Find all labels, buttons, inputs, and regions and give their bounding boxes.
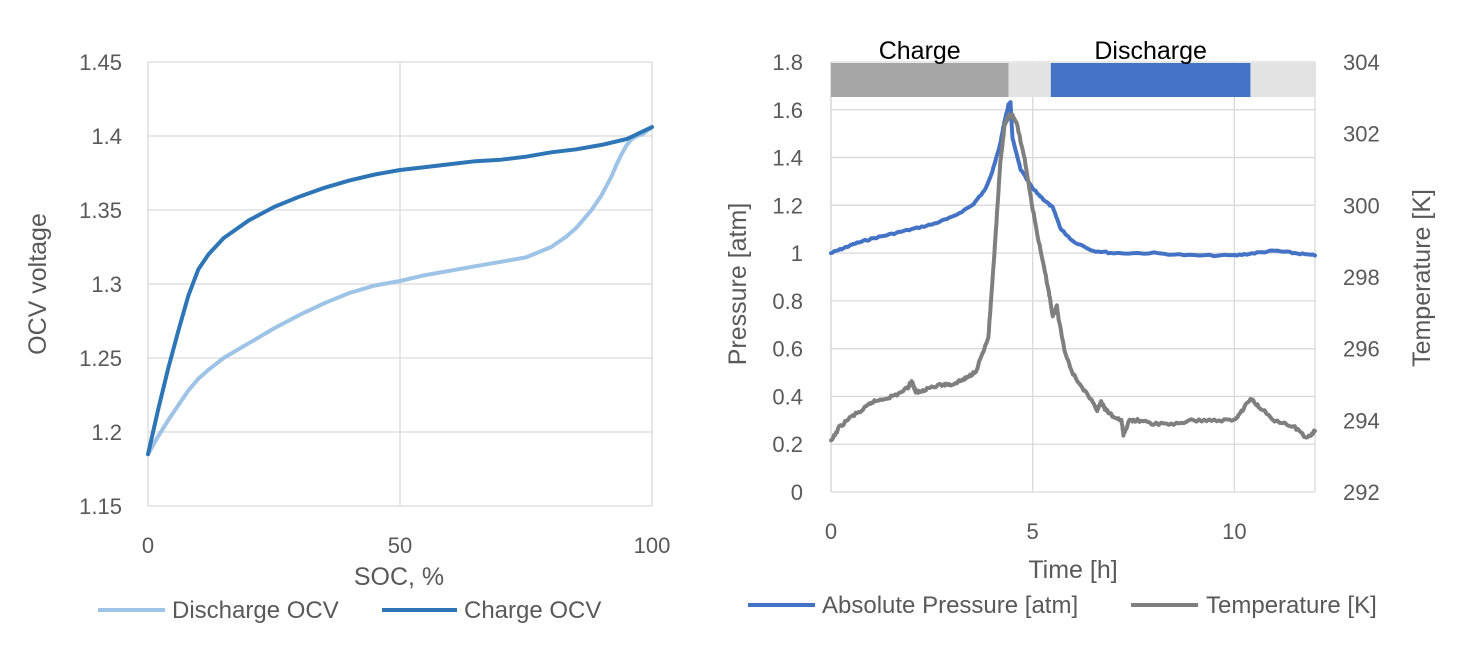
pt-y-tick-1-8: 1.8 (772, 50, 803, 75)
ocv-x-tick-50: 50 (388, 533, 412, 558)
pt-x-tick-5: 5 (1027, 519, 1039, 544)
ocv-x-tick-100: 100 (634, 533, 671, 558)
ocv-series (146, 125, 654, 457)
pt-tick-labels: 0 0.2 0.4 0.6 0.8 1 1.2 1.4 1.6 1.8 292 294 296 298 30… (772, 50, 1379, 544)
ocv-y-tick-1-45: 1.45 (79, 50, 122, 75)
ocv-x-tick-0: 0 (142, 533, 154, 558)
phase-band-idle-3 (1250, 63, 1315, 97)
ocv-y-tick-1-25: 1.25 (79, 346, 122, 371)
pt-grid (830, 61, 1316, 493)
phase-band-idle-1 (1008, 63, 1051, 97)
phase-label-charge: Charge (879, 37, 961, 65)
ocv-y-tick-1-3: 1.3 (91, 272, 122, 297)
ocv-y-tick-1-15: 1.15 (79, 494, 122, 519)
pt-legend: Absolute Pressure [atm] Temperature [K] (748, 592, 1377, 619)
pt-series (829, 100, 1317, 443)
legend-label-charge-ocv: Charge OCV (464, 597, 601, 624)
ocv-y-tick-1-4: 1.4 (91, 124, 122, 149)
ocv-y-tick-1-35: 1.35 (79, 198, 122, 223)
ocv-tick-labels: 1.15 1.2 1.25 1.3 1.35 1.4 1.45 0 50 100 (79, 50, 670, 558)
pt-y-tick-1-6: 1.6 (772, 98, 803, 123)
phase-band-discharge (1050, 63, 1251, 97)
pt-y2-tick-298: 298 (1343, 265, 1380, 290)
pt-y-tick-1: 1 (791, 241, 803, 266)
pt-y2-tick-294: 294 (1343, 408, 1380, 433)
pt-y-tick-0-8: 0.8 (772, 289, 803, 314)
pt-y2-tick-296: 296 (1343, 337, 1380, 362)
ocv-grid (147, 61, 653, 507)
pt-y-tick-1-2: 1.2 (772, 193, 803, 218)
series-line-discharge-ocv (146, 125, 654, 457)
pt-y2-tick-300: 300 (1343, 193, 1380, 218)
pt-x-tick-10: 10 (1222, 519, 1246, 544)
pt-y-tick-0-4: 0.4 (772, 384, 803, 409)
pressure-temperature-chart: Charge Discharge 0 0.2 0.4 0.6 0.8 1 1.2 1.4 1.6 1… (724, 37, 1436, 619)
ocv-y-tick-1-2: 1.2 (91, 420, 122, 445)
legend-label-temperature: Temperature [K] (1206, 592, 1377, 619)
pt-y-tick-1-4: 1.4 (772, 146, 803, 171)
pt-y2-tick-304: 304 (1343, 50, 1380, 75)
pt-y-tick-0-2: 0.2 (772, 432, 803, 457)
ocv-y-axis-label: OCV voltage (24, 213, 52, 355)
series-line-absolute-pressure-atm (829, 100, 1317, 259)
legend-label-absolute-pressure: Absolute Pressure [atm] (822, 592, 1078, 619)
pt-y2-tick-292: 292 (1343, 480, 1380, 505)
ocv-legend: Discharge OCV Charge OCV (98, 597, 601, 624)
pt-y2-tick-302: 302 (1343, 122, 1380, 147)
phase-label-discharge: Discharge (1094, 37, 1207, 65)
pt-y-axis-label: Pressure [atm] (724, 203, 752, 366)
series-line-temperature-k (829, 112, 1317, 443)
ocv-chart: 1.15 1.2 1.25 1.3 1.35 1.4 1.45 0 50 100 SOC, % O… (24, 50, 670, 624)
ocv-x-axis-label: SOC, % (354, 563, 444, 591)
pt-x-axis-label: Time [h] (1028, 556, 1117, 584)
series-line-charge-ocv (146, 125, 654, 457)
pt-phase-bands: Charge Discharge (831, 37, 1315, 97)
legend-label-discharge-ocv: Discharge OCV (172, 597, 339, 624)
pt-y-tick-0: 0 (791, 480, 803, 505)
pt-y-tick-0-6: 0.6 (772, 337, 803, 362)
pt-y2-axis-label: Temperature [K] (1408, 189, 1436, 367)
phase-band-charge (831, 63, 1009, 97)
pt-x-tick-0: 0 (825, 519, 837, 544)
